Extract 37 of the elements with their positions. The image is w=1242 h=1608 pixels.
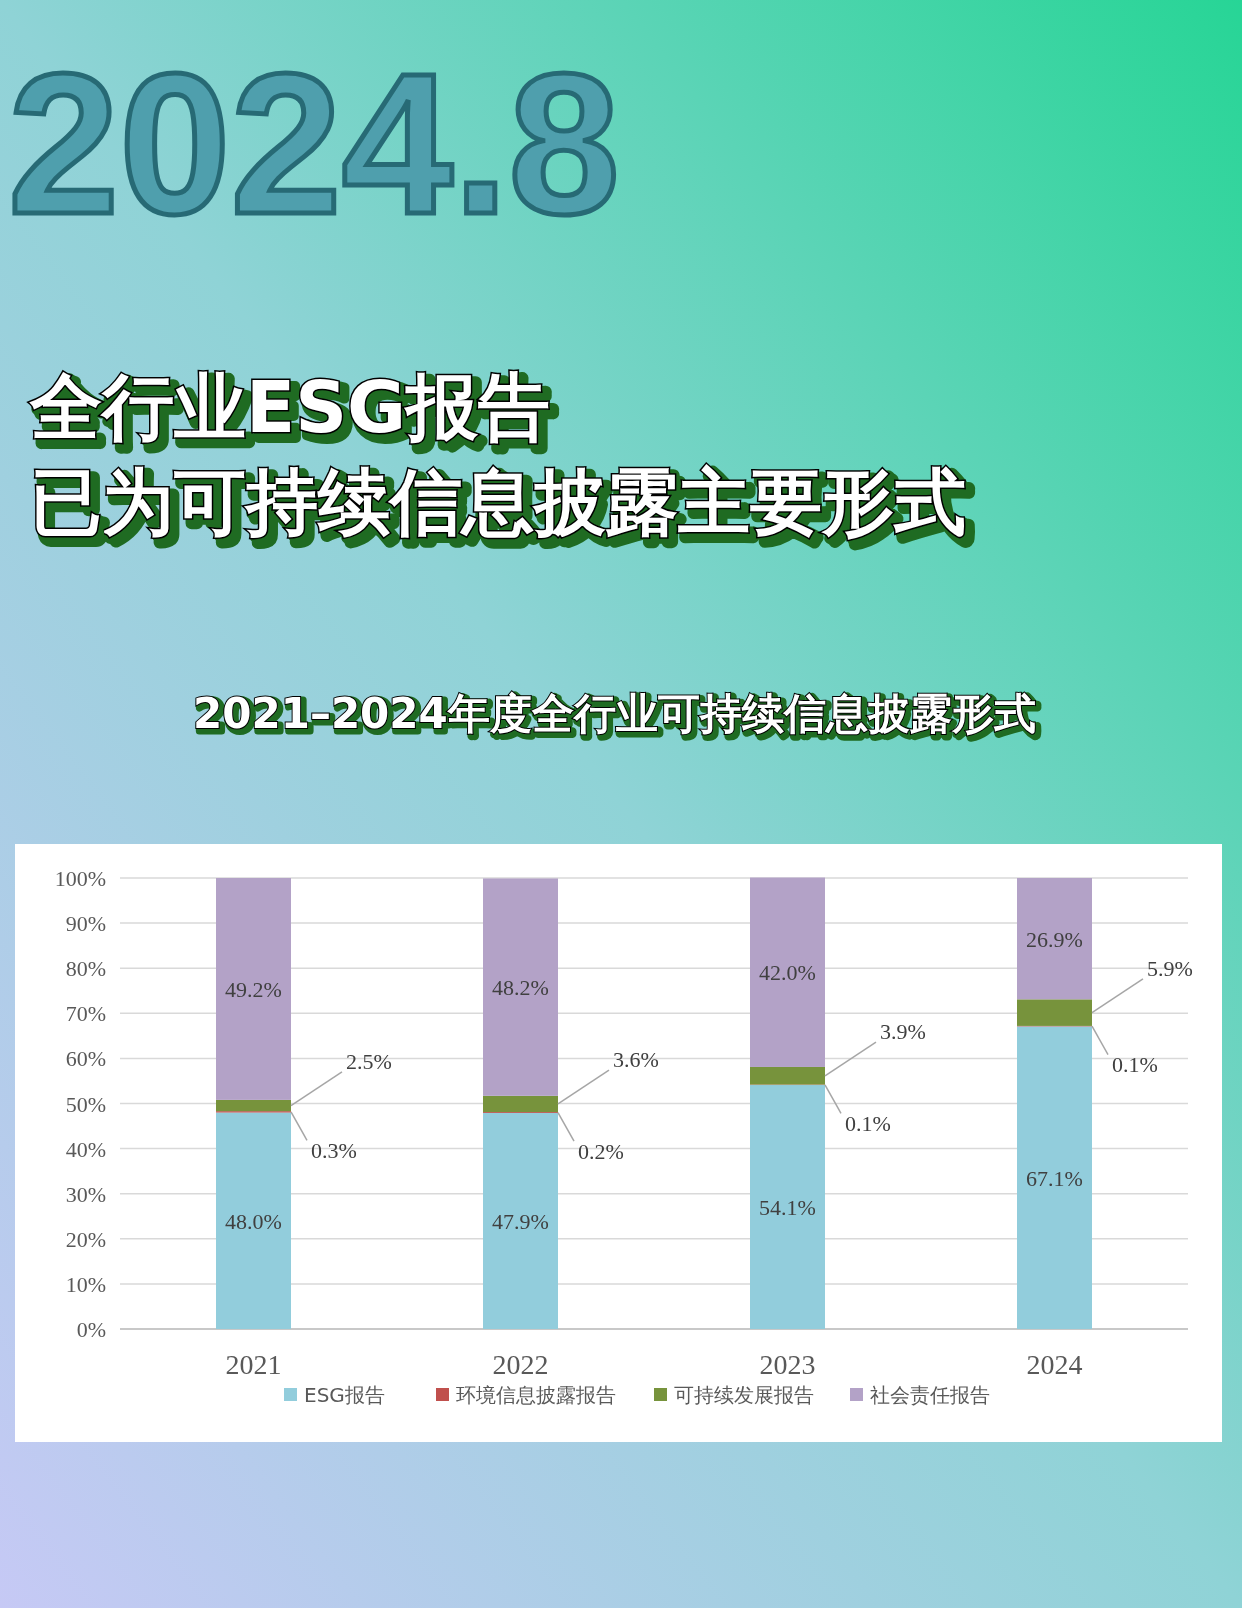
data-label: 67.1%	[1026, 1165, 1083, 1191]
data-label: 0.1%	[1112, 1052, 1158, 1078]
x-tick-label: 2022	[492, 1349, 549, 1380]
data-label: 0.3%	[311, 1137, 357, 1163]
x-tick-label: 2023	[759, 1349, 816, 1380]
data-label: 54.1%	[759, 1195, 816, 1220]
legend-label: 环境信息披露报告	[456, 1383, 616, 1407]
y-tick-label: 10%	[65, 1271, 106, 1297]
legend-label: ESG报告	[304, 1383, 385, 1407]
data-label: 0.2%	[578, 1138, 624, 1164]
data-label: 0.1%	[845, 1110, 891, 1136]
y-tick-label: 0%	[76, 1317, 106, 1342]
data-label: 5.9%	[1147, 955, 1193, 981]
data-label: 3.9%	[880, 1018, 926, 1044]
y-tick-label: 80%	[65, 956, 106, 982]
legend-label: 可持续发展报告	[674, 1383, 814, 1407]
data-label: 48.0%	[225, 1208, 282, 1234]
chart-subtitle: 2021–2024年度全行业可持续信息披露形式	[196, 692, 1039, 741]
y-tick-label: 90%	[65, 911, 106, 937]
y-tick-label: 30%	[65, 1181, 106, 1207]
x-tick-label: 2024	[1026, 1349, 1083, 1380]
data-label: 42.0%	[759, 960, 816, 986]
data-label: 48.2%	[492, 975, 549, 1001]
data-label: 2.5%	[346, 1048, 392, 1074]
data-label: 47.9%	[492, 1208, 549, 1234]
data-label: 26.9%	[1026, 926, 1083, 952]
y-tick-label: 70%	[65, 1001, 106, 1027]
text: 2024.8	[8, 32, 620, 255]
y-tick-label: 50%	[65, 1091, 106, 1117]
x-tick-label: 2021	[225, 1349, 282, 1380]
y-tick-label: 60%	[65, 1046, 106, 1072]
legend-label: 社会责任报告	[870, 1383, 990, 1407]
y-tick-label: 40%	[65, 1136, 106, 1162]
y-tick-label: 100%	[54, 866, 106, 891]
y-tick-label: 20%	[65, 1226, 106, 1252]
data-label: 3.6%	[613, 1046, 659, 1072]
data-label: 49.2%	[225, 976, 282, 1002]
